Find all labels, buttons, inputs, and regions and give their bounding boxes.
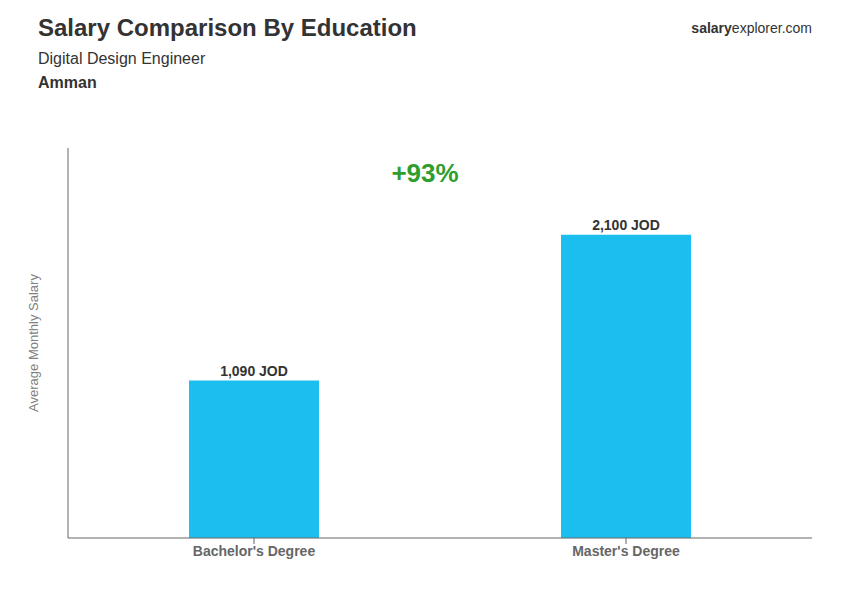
html-text:+93%: +93% bbox=[391, 158, 459, 188]
svg-text:1,090 JOD: 1,090 JOD bbox=[220, 363, 288, 379]
html-text:Digital Design Engineer: Digital Design Engineer bbox=[38, 50, 206, 67]
svg-text:Average Monthly Salary: Average Monthly Salary bbox=[26, 274, 41, 412]
html-text:Salary Comparison By Education: Salary Comparison By Education bbox=[38, 14, 417, 41]
html-text:Amman: Amman bbox=[38, 74, 97, 91]
svg-text:2,100 JOD: 2,100 JOD bbox=[592, 217, 660, 233]
html-text:salary explorer.com: salary explorer.com bbox=[691, 20, 812, 36]
svg-text:Master's Degree: Master's Degree bbox=[572, 543, 680, 559]
svg-text:Bachelor's Degree: Bachelor's Degree bbox=[193, 543, 316, 559]
